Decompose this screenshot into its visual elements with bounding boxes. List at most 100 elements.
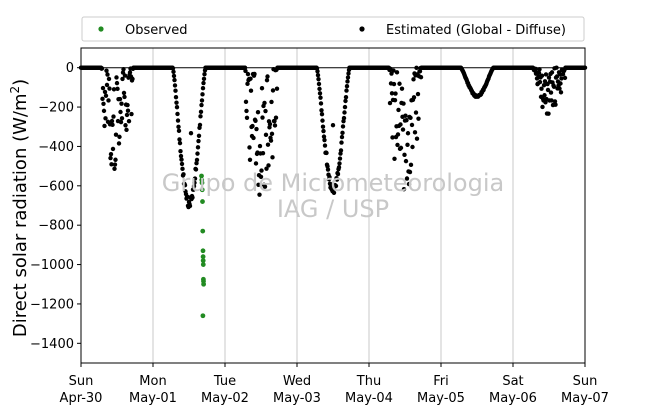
estimated-point (342, 110, 347, 115)
estimated-point (112, 162, 118, 167)
estimated-point (415, 91, 421, 97)
estimated-point (391, 81, 397, 87)
estimated-point (112, 166, 117, 171)
estimated-point (244, 108, 249, 114)
estimated-point (119, 116, 125, 121)
x-tick-day-2017-05-04: Thu (356, 374, 381, 389)
estimated-point (242, 65, 248, 70)
observed-point (199, 187, 205, 193)
estimated-point (345, 79, 350, 84)
estimated-point (405, 131, 411, 136)
estimated-point (325, 167, 331, 172)
estimated-point (122, 94, 127, 100)
estimated-point (417, 69, 423, 74)
estimated-point (106, 76, 112, 82)
estimated-point (130, 76, 135, 82)
plot-area-frame (80, 47, 586, 364)
estimated-point (340, 130, 345, 136)
legend-frame (81, 16, 585, 42)
estimated-point (546, 75, 552, 80)
estimated-point (251, 135, 256, 141)
estimated-point (194, 161, 199, 166)
estimated-point (202, 71, 207, 77)
estimated-point (102, 89, 108, 95)
estimated-point (322, 137, 327, 143)
y-tick-label--1400: −1400 (30, 337, 74, 352)
estimated-point (406, 181, 412, 187)
estimated-point (553, 102, 558, 107)
estimated-point (334, 177, 340, 182)
estimated-point (336, 165, 342, 170)
legend: Observed Estimated (Global - Diffuse) (81, 16, 585, 42)
estimated-point (254, 126, 259, 132)
y-tick-label--1200: −1200 (30, 297, 74, 312)
estimated-point (118, 119, 124, 125)
estimated-point (109, 162, 114, 167)
estimated-point (418, 75, 424, 80)
estimated-point (113, 132, 119, 137)
estimated-point (558, 81, 563, 86)
estimated-point (549, 98, 554, 103)
estimated-point (410, 144, 415, 150)
estimated-point (198, 109, 204, 115)
estimated-point (178, 153, 184, 159)
x-tick-day-2017-05-01: Mon (139, 374, 166, 389)
observed-point (200, 313, 206, 319)
estimated-point (341, 115, 347, 121)
estimated-point (321, 128, 326, 134)
grid-lines (80, 48, 586, 363)
y-axis: 0 −200 −400 −600 −800 −1000 −1200 −1400 (30, 61, 81, 352)
estimated-point (327, 174, 332, 180)
estimated-point (243, 68, 248, 74)
estimated-point (546, 111, 551, 116)
series-observed-points (199, 173, 207, 319)
estimated-point (192, 180, 197, 185)
estimated-point (263, 132, 269, 138)
estimated-point (416, 116, 421, 121)
y-axis-title: Direct solar radiation (W/m2) (8, 79, 31, 337)
estimated-point (120, 76, 125, 82)
estimated-point (548, 90, 554, 95)
estimated-point (269, 131, 275, 137)
estimated-point (122, 73, 128, 78)
estimated-point (191, 183, 197, 189)
estimated-point (331, 190, 337, 195)
x-tick-label-2017-05-04: May-04 (345, 391, 393, 406)
estimated-point (320, 124, 326, 129)
estimated-point (117, 134, 122, 140)
estimated-point (411, 95, 417, 100)
watermark-line-2: IAG / USP (277, 195, 389, 223)
estimated-point (321, 134, 327, 139)
estimated-point (179, 157, 184, 162)
estimated-point (124, 112, 130, 118)
estimated-point (559, 76, 564, 81)
estimated-point (268, 138, 274, 143)
estimated-point (267, 121, 273, 127)
estimated-point (540, 104, 545, 110)
estimated-point (537, 79, 543, 85)
estimated-point (414, 136, 420, 141)
x-tick-day-2017-05-03: Wed (283, 374, 311, 389)
estimated-point (175, 118, 181, 123)
estimated-point (195, 151, 200, 156)
observed-point (199, 173, 204, 179)
estimated-point (401, 186, 407, 192)
y-tick-label--400: −400 (38, 140, 74, 155)
estimated-point (179, 161, 185, 167)
estimated-point (177, 140, 183, 146)
estimated-point (395, 132, 401, 137)
estimated-point (562, 75, 568, 81)
estimated-point (258, 174, 264, 179)
estimated-point (108, 155, 113, 161)
estimated-point (253, 118, 258, 124)
estimated-point (537, 67, 542, 72)
estimated-point (272, 118, 277, 124)
x-tick-label-2017-05-03: May-03 (273, 391, 321, 406)
estimated-point (127, 70, 133, 75)
y-tick-label-0: 0 (66, 61, 74, 76)
estimated-point (172, 83, 178, 88)
estimated-point (173, 94, 179, 100)
estimated-point (201, 76, 207, 82)
estimated-point (178, 148, 183, 154)
observed-point (200, 262, 206, 267)
